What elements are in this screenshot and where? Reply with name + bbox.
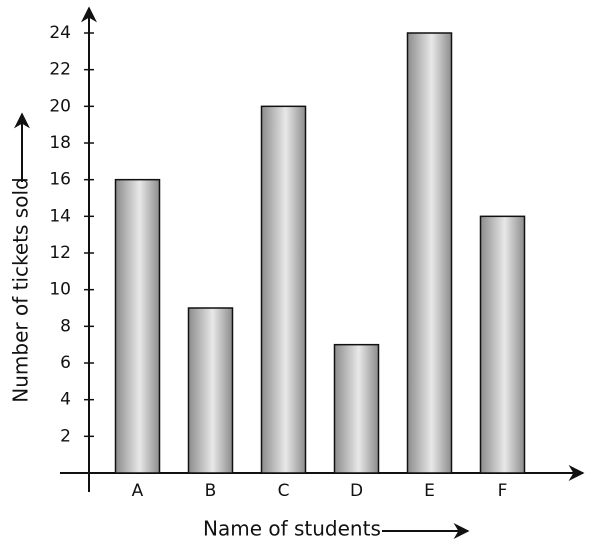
y-axis-title: Number of tickets sold — [9, 177, 33, 402]
y-tick-label: 20 — [49, 96, 71, 116]
bar — [333, 343, 380, 474]
bar — [187, 307, 234, 474]
y-tick-label: 6 — [60, 353, 71, 373]
bar — [114, 178, 161, 474]
x-tick-label: C — [278, 481, 290, 501]
x-axis-title: Name of students — [203, 517, 381, 541]
y-tick-label: 2 — [60, 426, 71, 446]
x-tick-label: A — [132, 481, 144, 501]
y-tick-label: 12 — [49, 243, 71, 263]
bar — [479, 215, 526, 474]
bar — [260, 105, 307, 474]
y-tick-label: 22 — [49, 60, 71, 80]
y-tick-label: 14 — [49, 206, 71, 226]
y-tick-label: 4 — [60, 390, 71, 410]
y-tick-label: 16 — [49, 170, 71, 190]
x-tick-label: F — [498, 481, 508, 501]
y-tick-label: 18 — [49, 133, 71, 153]
y-tick-label: 24 — [49, 23, 71, 43]
bar — [406, 32, 453, 474]
y-tick-label: 8 — [60, 316, 71, 336]
x-tick-label: D — [350, 481, 363, 501]
x-tick-label: B — [205, 481, 217, 501]
x-tick-label: E — [424, 481, 435, 501]
y-tick-label: 10 — [49, 280, 71, 300]
